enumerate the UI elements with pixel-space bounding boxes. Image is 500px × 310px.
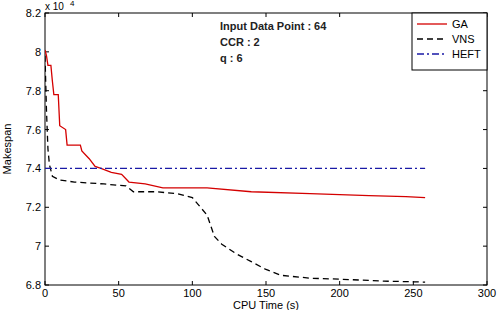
x-tick-top — [266, 13, 267, 17]
y-tick-label: 7.8 — [26, 85, 41, 97]
x-tick-label: 300 — [478, 287, 496, 299]
y-tick-label: 8 — [35, 46, 41, 58]
y-tick — [45, 246, 49, 247]
x-tick-label: 250 — [404, 287, 422, 299]
y-tick — [45, 207, 49, 208]
x-tick-top — [118, 13, 119, 17]
annotation: CCR : 2 — [220, 36, 260, 48]
y-tick-label: 6.8 — [26, 279, 41, 291]
x-axis-label: CPU Time (s) — [233, 299, 299, 310]
series-group — [45, 50, 425, 282]
y-tick-right — [483, 207, 487, 208]
x-tick — [487, 281, 488, 285]
legend-swatch — [417, 38, 447, 39]
annotation: q : 6 — [220, 52, 243, 64]
y-tick — [45, 285, 49, 286]
legend-label: VNS — [452, 33, 475, 45]
y-tick-label: 7.4 — [26, 162, 41, 174]
legend-box — [412, 13, 487, 70]
x-tick-label: 200 — [330, 287, 348, 299]
x-tick-top — [192, 13, 193, 17]
y-tick-right — [483, 168, 487, 169]
x-tick — [45, 281, 46, 285]
y-tick — [45, 13, 49, 14]
legend-swatch — [417, 53, 447, 54]
series-line — [45, 168, 425, 169]
x-tick-label: 150 — [257, 287, 275, 299]
y-tick-label: 7 — [35, 240, 41, 252]
plot-frame — [45, 13, 487, 285]
y-tick-label: 8.2 — [26, 7, 41, 19]
y-tick-right — [483, 246, 487, 247]
legend-label: GA — [452, 18, 469, 30]
x-tick-label: 50 — [113, 287, 125, 299]
y-tick-right — [483, 129, 487, 130]
series-line — [45, 56, 425, 282]
x-tick-label: 0 — [42, 287, 48, 299]
x-tick — [339, 281, 340, 285]
x-tick — [118, 281, 119, 285]
series-line — [45, 50, 425, 198]
y-tick-label: 7.6 — [26, 124, 41, 136]
chart: 0 50 100 150 200 250 300 6.8 7 7.2 7.4 7.6 7.8 8 8.2 x … — [0, 0, 500, 310]
y-multiplier-exponent: 4 — [70, 0, 75, 8]
y-multiplier: x 10 — [45, 1, 64, 12]
y-tick-right — [483, 90, 487, 91]
annotation: Input Data Point : 64 — [220, 20, 327, 32]
x-tick — [266, 281, 267, 285]
background — [0, 0, 500, 310]
legend-swatch — [417, 23, 447, 24]
x-tick-label: 100 — [183, 287, 201, 299]
y-tick-right — [483, 285, 487, 286]
y-tick-label: 7.2 — [26, 201, 41, 213]
x-tick-top — [45, 13, 46, 17]
x-tick — [192, 281, 193, 285]
x-tick-top — [339, 13, 340, 17]
legend-label: HEFT — [452, 48, 481, 60]
y-axis-label: Makespan — [1, 124, 13, 175]
